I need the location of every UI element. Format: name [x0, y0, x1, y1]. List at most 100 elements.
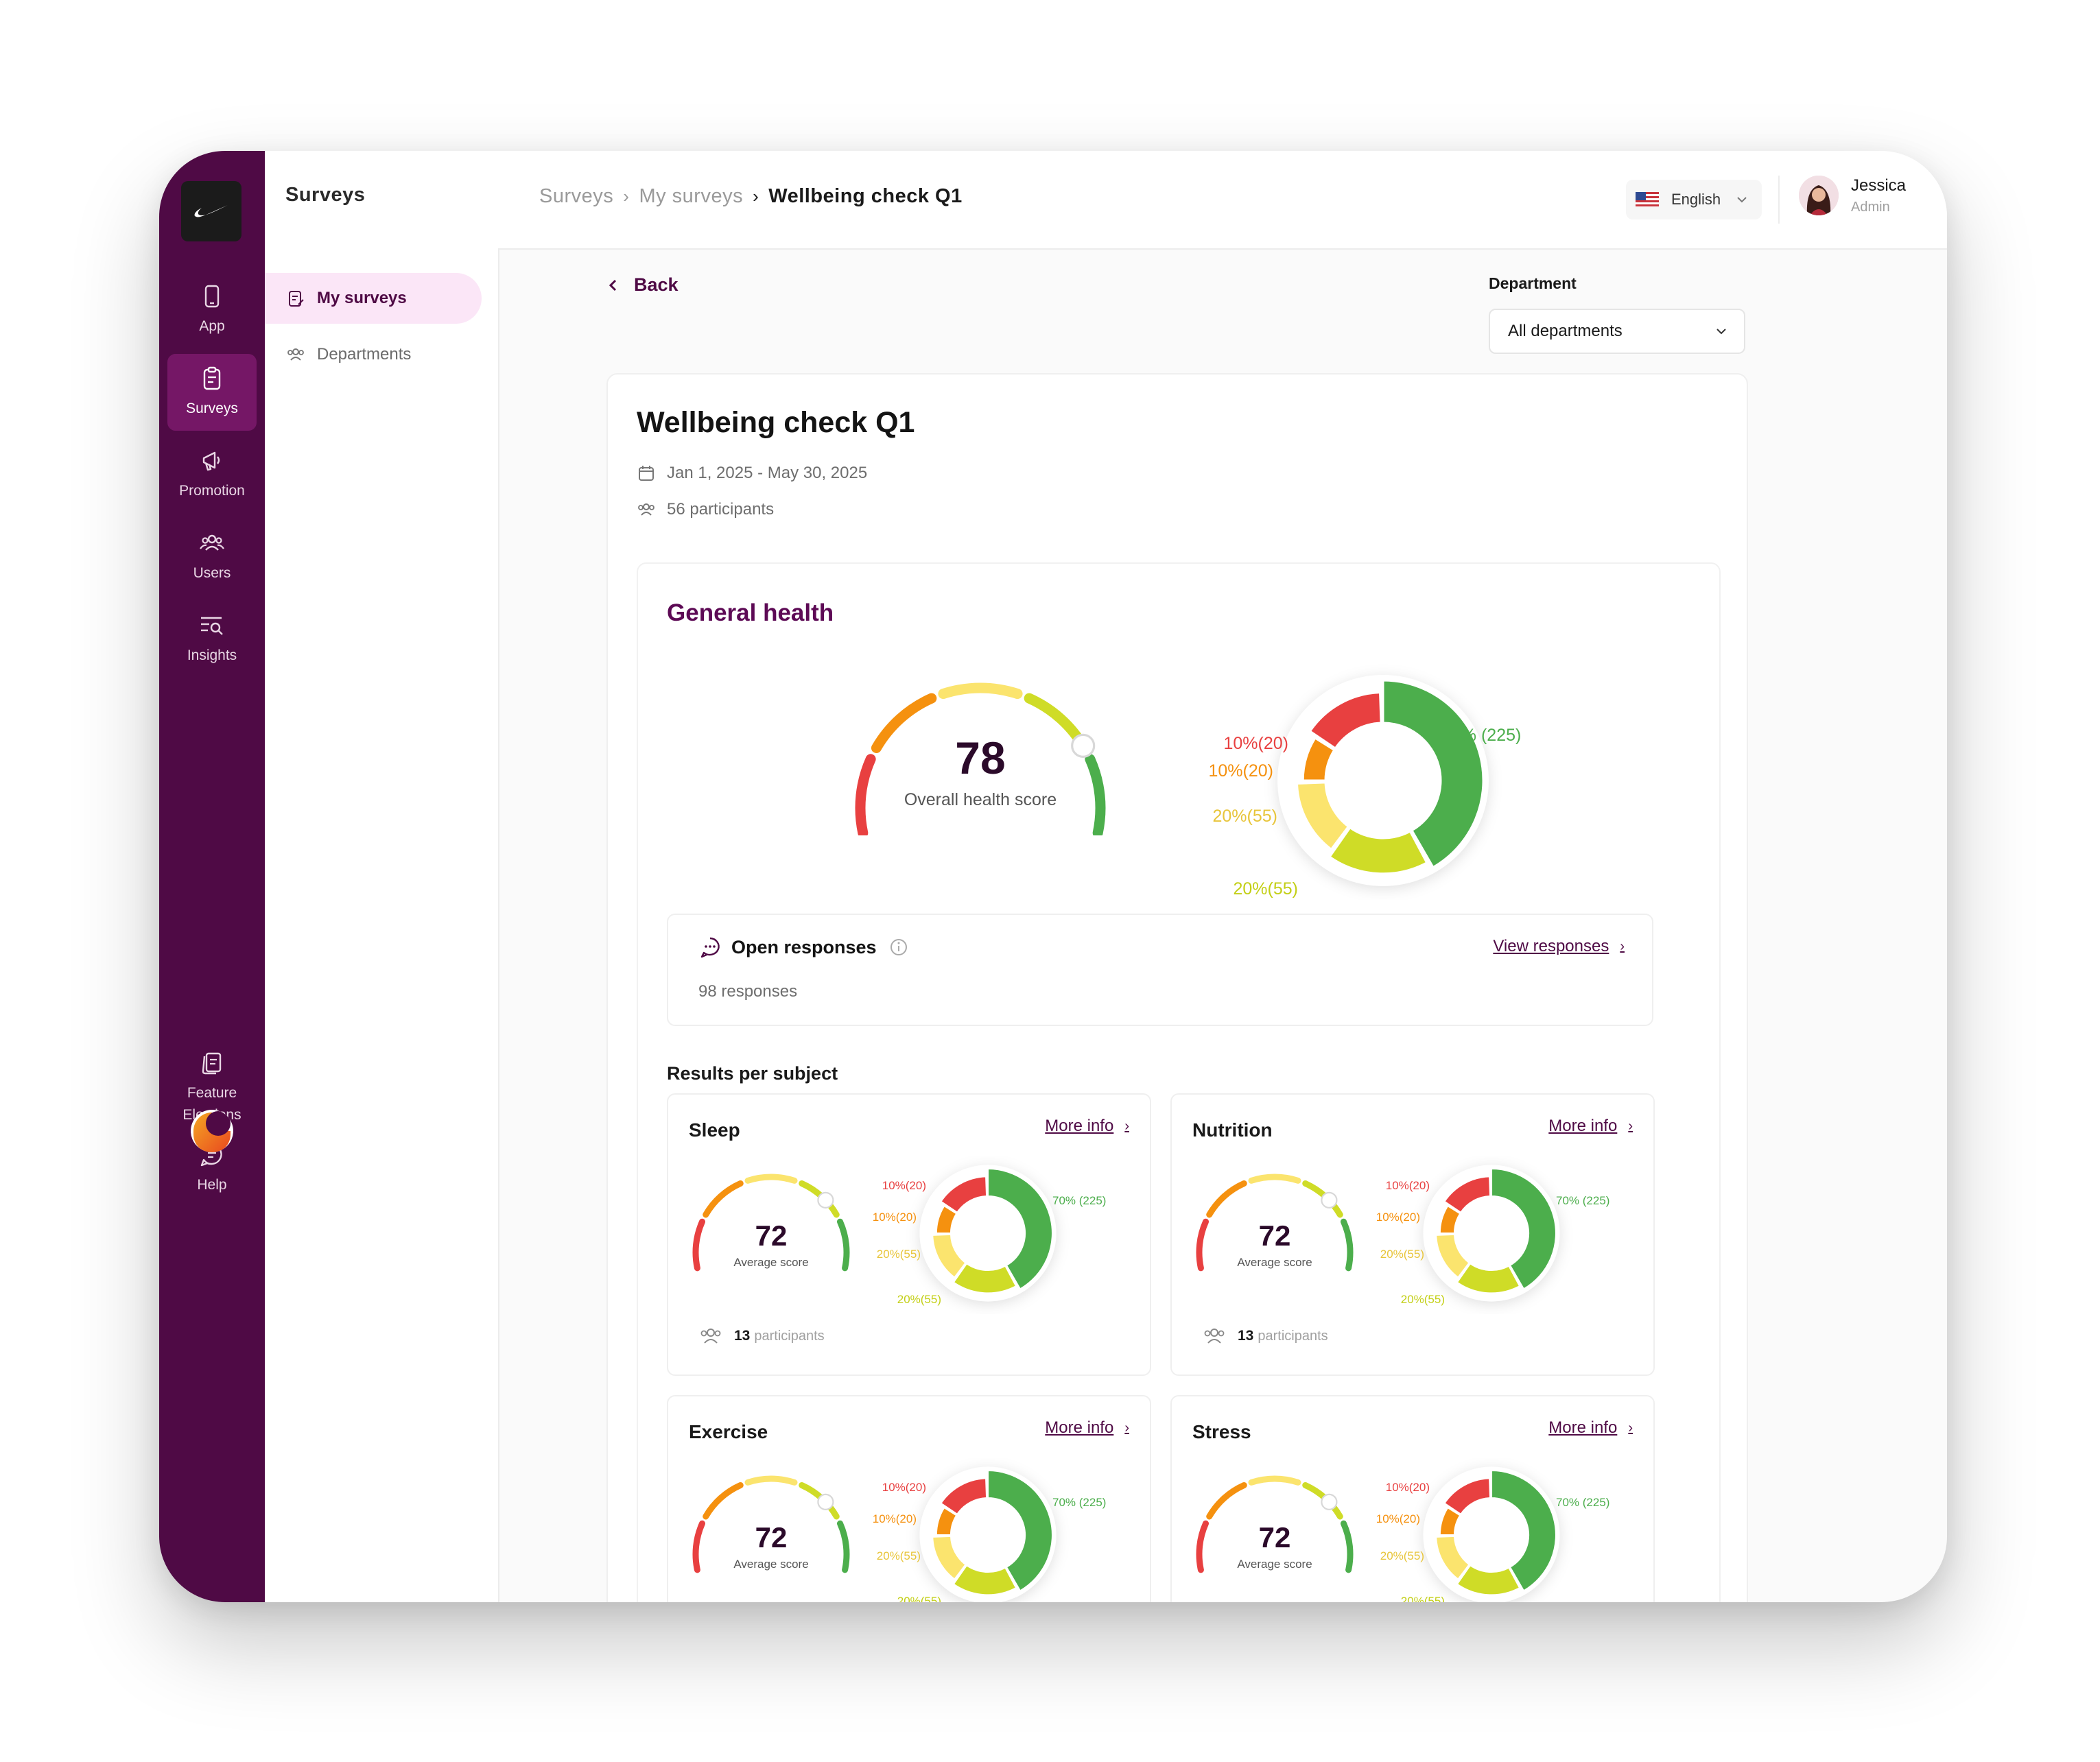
subject-card-sleep: Sleep More info › 72 Average score 70% (225) 2…: [667, 1093, 1151, 1376]
donut-segment: [1435, 1233, 1470, 1278]
subject-score-gauge: 72 Average score: [692, 1475, 850, 1573]
more-info-label: More info: [1548, 1418, 1618, 1437]
survey-participants-text: 56 participants: [667, 500, 775, 519]
more-info-link[interactable]: More info ›: [1045, 1117, 1129, 1136]
gauge-segment: [1085, 754, 1106, 835]
donut-segment: [1490, 1167, 1557, 1290]
donut-segment: [1308, 691, 1382, 750]
donut-label: 10%(20): [882, 1179, 926, 1192]
survey-dates: Jan 1, 2025 - May 30, 2025: [637, 464, 867, 483]
gauge-score-text: 78: [955, 733, 1005, 783]
gauge-segment: [1196, 1520, 1210, 1573]
info-icon[interactable]: [889, 938, 908, 957]
rail-item-app[interactable]: App: [167, 272, 257, 348]
department-label: Department: [1489, 274, 1577, 292]
app-logo-avatar[interactable]: [191, 1110, 233, 1152]
subject-score-gauge: 72 Average score: [692, 1174, 850, 1272]
icon-rail: App Surveys Promotion Users Insights Fea…: [159, 151, 265, 1602]
subnav-item-label: My surveys: [317, 289, 407, 307]
donut-segment: [935, 1507, 958, 1536]
open-responses-card: Open responses 98 responses View respons…: [667, 914, 1653, 1026]
donut-label: 20%(55): [877, 1248, 921, 1261]
subject-score-label: Average score: [1237, 1558, 1312, 1571]
donut-label: 20%(55): [897, 1595, 941, 1602]
more-info-link[interactable]: More info ›: [1045, 1418, 1129, 1438]
donut-segment: [1301, 737, 1336, 782]
donut-segment: [987, 1469, 1053, 1592]
speech-bubble-icon: [700, 937, 720, 958]
donut-label: 70% (225): [1052, 1496, 1106, 1509]
user-name: Jessica: [1851, 176, 1907, 195]
participants-count: 13: [1238, 1328, 1254, 1344]
breadcrumb-link-my-surveys[interactable]: My surveys: [639, 185, 744, 207]
survey-participants: 56 participants: [637, 500, 774, 519]
clipboard-icon: [289, 291, 304, 307]
donut-label: 10%(20): [873, 1211, 917, 1224]
subject-name: Stress: [1192, 1421, 1251, 1442]
chevron-right-icon: ›: [1620, 938, 1625, 954]
subject-score-text: 72: [755, 1219, 788, 1252]
department-select[interactable]: All departments: [1489, 309, 1745, 354]
rail-item-promotion[interactable]: Promotion: [167, 436, 257, 513]
gauge-segment: [1340, 1520, 1354, 1573]
subject-participants: 13 participants: [698, 1324, 825, 1348]
gauge-knob: [817, 1493, 834, 1510]
subject-score-text: 72: [1259, 1219, 1291, 1252]
donut-label: 10%(20): [1386, 1179, 1430, 1192]
documents-icon: [202, 1052, 222, 1075]
rail-item-users[interactable]: Users: [167, 519, 257, 595]
user-menu[interactable]: Jessica Admin: [1799, 176, 1947, 215]
donut-segment: [940, 1477, 988, 1515]
gauge-knob: [1071, 733, 1096, 758]
donut-segment: [940, 1176, 988, 1213]
users-icon: [638, 503, 654, 516]
top-bar: Surveys › My surveys › Wellbeing check Q…: [498, 151, 1947, 250]
brand-logo[interactable]: [181, 181, 241, 241]
donut-label: 20%(55): [1401, 1293, 1445, 1306]
breadcrumb: Surveys › My surveys › Wellbeing check Q…: [539, 185, 963, 208]
donut-label: 10%(20): [1209, 761, 1274, 781]
language-selector[interactable]: English: [1626, 180, 1762, 219]
gauge-segment: [703, 1482, 744, 1520]
donut-label: 20%(55): [1234, 879, 1299, 898]
subject-score-label: Average score: [1237, 1256, 1312, 1269]
subnav-item-departments[interactable]: Departments: [265, 329, 482, 380]
rail-item-label: Surveys: [186, 401, 238, 416]
rail-item-help[interactable]: Help: [167, 1130, 257, 1207]
subject-donut: 70% (225) 20%(55) 20%(55) 10%(20) 10%(20): [1376, 1466, 1609, 1602]
subnav-item-my-surveys[interactable]: My surveys: [265, 273, 482, 324]
chevron-down-icon: [1716, 329, 1726, 335]
donut-segment: [1456, 1263, 1521, 1294]
rail-item-surveys[interactable]: Surveys: [167, 354, 257, 431]
donut-segment: [1456, 1564, 1521, 1596]
gauge-knob: [1321, 1191, 1338, 1209]
phone-icon: [204, 285, 220, 308]
survey-title: Wellbeing check Q1: [637, 406, 915, 439]
breadcrumb-current: Wellbeing check Q1: [768, 185, 963, 207]
more-info-link[interactable]: More info ›: [1548, 1418, 1633, 1438]
rail-item-label: Promotion: [179, 483, 245, 499]
view-responses-link[interactable]: View responses ›: [1493, 937, 1625, 956]
open-responses-title: Open responses: [698, 936, 918, 959]
more-info-label: More info: [1045, 1117, 1114, 1135]
chevron-down-icon: [1737, 197, 1747, 203]
donut-segment: [987, 1167, 1053, 1290]
gauge-segment: [1340, 1218, 1354, 1272]
insights-icon: [201, 617, 223, 635]
gauge-segment: [1206, 1180, 1247, 1218]
breadcrumb-link-surveys[interactable]: Surveys: [539, 185, 614, 207]
donut-segment: [1382, 679, 1485, 868]
back-button[interactable]: Back: [605, 274, 679, 296]
donut-label: 20%(55): [1401, 1595, 1445, 1602]
donut-segment: [952, 1263, 1017, 1294]
donut-label: 20%(55): [1380, 1248, 1424, 1261]
donut-segment: [1443, 1477, 1491, 1515]
subject-card-nutrition: Nutrition More info › 72 Average score 70% (2…: [1170, 1093, 1655, 1376]
donut-segment: [1439, 1205, 1461, 1235]
donut-segment: [1439, 1507, 1461, 1536]
donut-segment: [952, 1564, 1017, 1596]
gauge-segment: [692, 1520, 706, 1573]
rail-item-insights[interactable]: Insights: [167, 601, 257, 678]
more-info-link[interactable]: More info ›: [1548, 1117, 1633, 1136]
subject-participants: 13 participants: [1202, 1324, 1328, 1348]
